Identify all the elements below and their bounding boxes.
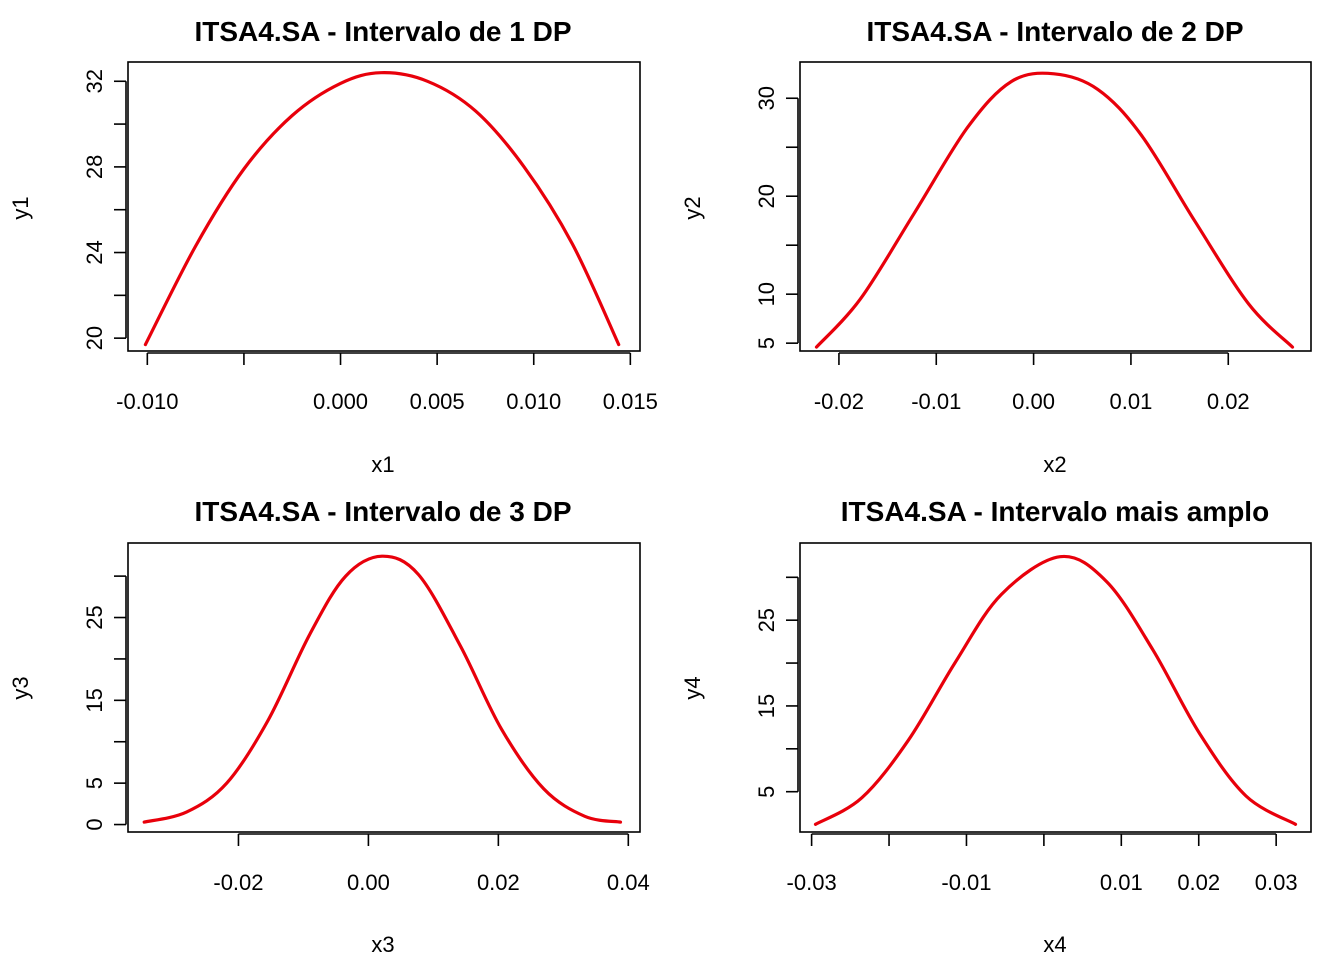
y-tick-label: 28 bbox=[82, 155, 107, 179]
x-tick-label: 0.02 bbox=[477, 870, 520, 895]
x-tick-label: -0.03 bbox=[787, 870, 837, 895]
x-tick-label: -0.01 bbox=[941, 870, 991, 895]
y-axis-label: y1 bbox=[8, 196, 33, 219]
plot-frame bbox=[127, 61, 641, 352]
y-tick-label: 5 bbox=[82, 777, 107, 789]
x-tick-label: 0.010 bbox=[506, 389, 561, 414]
x-tick-label: -0.02 bbox=[213, 870, 263, 895]
density-curve bbox=[813, 554, 1298, 826]
chart-panel-4: ITSA4.SA - Intervalo mais amplo x4 y4 -0… bbox=[680, 496, 1312, 957]
y-tick-label: 15 bbox=[754, 694, 779, 718]
y-axis-label: y3 bbox=[8, 676, 33, 699]
y-tick-label: 0 bbox=[82, 818, 107, 830]
plot-frame bbox=[127, 542, 641, 833]
density-curve bbox=[142, 554, 623, 824]
x-axis-label: x3 bbox=[371, 932, 394, 957]
x-tick-label: -0.01 bbox=[911, 389, 961, 414]
y-tick-label: 10 bbox=[754, 282, 779, 306]
y-tick-label: 24 bbox=[82, 240, 107, 264]
x-tick-label: -0.010 bbox=[116, 389, 178, 414]
chart-panel-3: ITSA4.SA - Intervalo de 3 DP x3 y3 -0.02… bbox=[8, 496, 650, 957]
plot-frame bbox=[799, 542, 1312, 833]
density-curve bbox=[814, 71, 1295, 349]
chart-title: ITSA4.SA - Intervalo de 3 DP bbox=[194, 496, 571, 527]
x-tick-label: 0.02 bbox=[1177, 870, 1220, 895]
x-tick-label: 0.015 bbox=[603, 389, 658, 414]
x-tick-label: 0.01 bbox=[1100, 870, 1143, 895]
chart-panel-1: ITSA4.SA - Intervalo de 1 DP x1 y1 -0.01… bbox=[8, 16, 658, 477]
y-tick-label: 5 bbox=[754, 337, 779, 349]
x-tick-label: 0.03 bbox=[1255, 870, 1298, 895]
y-tick-label: 15 bbox=[82, 688, 107, 712]
y-tick-label: 30 bbox=[754, 86, 779, 110]
x-axis-label: x1 bbox=[371, 452, 394, 477]
x-tick-label: 0.000 bbox=[313, 389, 368, 414]
y-tick-label: 5 bbox=[754, 786, 779, 798]
x-tick-label: 0.04 bbox=[607, 870, 650, 895]
y-tick-label: 20 bbox=[82, 326, 107, 350]
x-tick-label: -0.02 bbox=[814, 389, 864, 414]
x-tick-label: 0.00 bbox=[347, 870, 390, 895]
y-axis-label: y4 bbox=[680, 676, 705, 699]
chart-title: ITSA4.SA - Intervalo mais amplo bbox=[841, 496, 1269, 527]
y-tick-label: 25 bbox=[754, 608, 779, 632]
plot-frame bbox=[799, 61, 1312, 352]
x-axis-label: x2 bbox=[1043, 452, 1066, 477]
x-tick-label: 0.00 bbox=[1012, 389, 1055, 414]
y-tick-label: 25 bbox=[82, 605, 107, 629]
y-tick-label: 32 bbox=[82, 69, 107, 93]
x-axis-label: x4 bbox=[1043, 932, 1066, 957]
x-tick-label: 0.01 bbox=[1110, 389, 1153, 414]
density-curve bbox=[143, 71, 621, 347]
chart-title: ITSA4.SA - Intervalo de 2 DP bbox=[866, 16, 1243, 47]
y-axis-label: y2 bbox=[680, 196, 705, 219]
y-tick-label: 20 bbox=[754, 184, 779, 208]
x-tick-label: 0.02 bbox=[1207, 389, 1250, 414]
x-tick-label: 0.005 bbox=[410, 389, 465, 414]
chart-panel-2: ITSA4.SA - Intervalo de 2 DP x2 y2 -0.02… bbox=[680, 16, 1312, 477]
chart-title: ITSA4.SA - Intervalo de 1 DP bbox=[194, 16, 571, 47]
